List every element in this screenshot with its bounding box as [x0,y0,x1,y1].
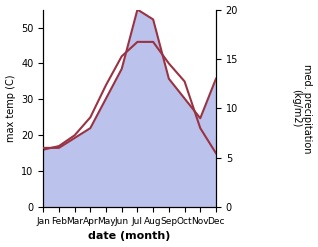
X-axis label: date (month): date (month) [88,231,171,242]
Y-axis label: med. precipitation
(kg/m2): med. precipitation (kg/m2) [291,64,313,153]
Y-axis label: max temp (C): max temp (C) [5,75,16,142]
